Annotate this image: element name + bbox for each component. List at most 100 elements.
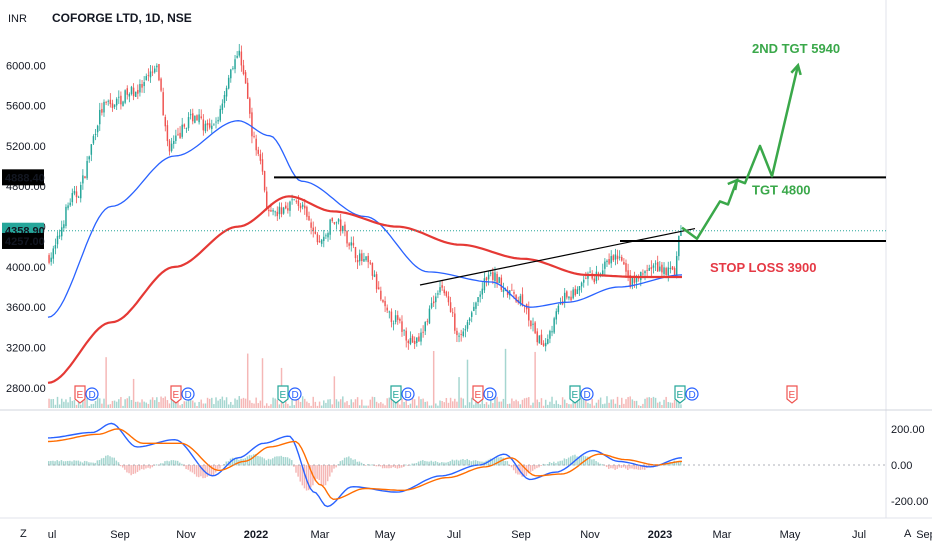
candle-body xyxy=(612,255,615,261)
volume-bar xyxy=(604,403,606,408)
macd-histogram-bar xyxy=(301,465,304,486)
volume-bar xyxy=(261,358,264,408)
macd-histogram-bar xyxy=(272,458,274,466)
time-tick-10: Mar xyxy=(713,529,732,541)
candle-body xyxy=(200,116,202,119)
volume-bar xyxy=(629,396,631,408)
candle-body xyxy=(274,211,276,213)
candle-body xyxy=(103,101,105,113)
candle-body xyxy=(386,307,388,311)
candle-body xyxy=(234,59,236,70)
candle-body xyxy=(126,88,128,95)
macd-histogram-bar xyxy=(375,465,378,467)
candle-body xyxy=(382,300,384,302)
macd-histogram-bar xyxy=(320,465,323,485)
macd-histogram-bar xyxy=(390,465,392,469)
candle-body xyxy=(179,132,181,139)
dividend-marker-icon[interactable] xyxy=(580,387,594,401)
candle-body xyxy=(189,114,192,116)
volume-bar xyxy=(625,399,627,408)
earnings-marker-icon[interactable] xyxy=(569,385,581,404)
volume-bar xyxy=(553,403,555,408)
candle-body xyxy=(134,91,137,97)
macd-histogram-bar xyxy=(487,459,490,466)
macd-histogram-bar xyxy=(586,456,589,466)
candle-body xyxy=(557,305,560,313)
candle-body xyxy=(77,196,80,198)
event-marker-label: D xyxy=(584,390,591,401)
macd-histogram-bar xyxy=(119,465,122,467)
dividend-marker-icon[interactable] xyxy=(401,387,415,401)
volume-bar xyxy=(126,398,128,408)
volume-bar xyxy=(511,398,513,408)
macd-histogram-bar xyxy=(438,462,441,466)
volume-bar xyxy=(542,405,545,408)
volume-bar xyxy=(65,399,67,408)
macd-histogram-bar xyxy=(341,460,344,466)
candle-body xyxy=(542,343,545,346)
candle-body xyxy=(105,102,107,103)
candle-body xyxy=(291,199,293,201)
volume-bar xyxy=(115,401,118,408)
earnings-marker-icon[interactable] xyxy=(277,385,289,404)
macd-histogram-bar xyxy=(176,460,179,466)
earnings-marker-icon[interactable] xyxy=(170,385,182,404)
earnings-marker-icon[interactable] xyxy=(472,385,484,404)
candle-body xyxy=(464,329,467,331)
trendline[interactable] xyxy=(419,227,696,286)
volume-bar xyxy=(177,398,179,408)
candle-body xyxy=(500,277,503,290)
event-marker-label: E xyxy=(475,390,482,401)
volume-bar xyxy=(204,403,207,408)
macd-histogram-bar xyxy=(98,459,101,466)
macd-histogram-bar xyxy=(622,465,625,468)
candle-body xyxy=(578,286,581,291)
macd-histogram-bar xyxy=(164,461,166,466)
volume-bar xyxy=(206,397,209,408)
volume-bar xyxy=(60,398,63,408)
macd-histogram-bar xyxy=(673,460,676,466)
candle-body xyxy=(141,84,143,88)
volume-bar xyxy=(659,401,661,408)
time-tick-6: Jul xyxy=(447,529,461,541)
dividend-marker-icon[interactable] xyxy=(288,387,302,401)
macd-histogram-bar xyxy=(217,465,219,470)
macd-histogram-bar xyxy=(307,465,310,491)
volume-bar xyxy=(673,399,676,408)
macd-histogram-bar xyxy=(360,462,363,466)
candle-body xyxy=(604,261,606,269)
earnings-marker-icon[interactable] xyxy=(390,385,402,404)
auto-scale-icon[interactable]: A xyxy=(904,528,912,540)
candle-body xyxy=(145,76,148,81)
volume-bar xyxy=(173,397,175,408)
volume-bar xyxy=(198,401,200,408)
candle-body xyxy=(589,271,591,273)
dividend-marker-icon[interactable] xyxy=(483,387,497,401)
volume-bar xyxy=(164,396,167,408)
dividend-marker-icon[interactable] xyxy=(85,387,99,401)
macd-histogram-bar xyxy=(195,465,198,477)
earnings-marker-icon[interactable] xyxy=(74,385,86,404)
zoom-icon[interactable]: Z xyxy=(20,528,27,540)
candle-body xyxy=(481,288,484,295)
volume-bar xyxy=(397,400,399,408)
dividend-marker-icon[interactable] xyxy=(685,387,699,401)
volume-bar xyxy=(470,397,473,408)
volume-bar xyxy=(310,405,312,408)
candle-body xyxy=(447,296,450,303)
earnings-marker-icon[interactable] xyxy=(674,385,686,404)
volume-bar xyxy=(54,404,57,408)
volume-bar xyxy=(84,399,86,408)
earnings-marker-icon[interactable] xyxy=(786,385,798,404)
macd-histogram-bar xyxy=(83,460,86,466)
volume-bar xyxy=(118,399,120,408)
candle-body xyxy=(331,217,333,222)
candle-body xyxy=(183,124,186,127)
macd-histogram-bar xyxy=(288,458,291,466)
volume-bar xyxy=(377,403,380,408)
macd-histogram-bar xyxy=(455,459,458,466)
candle-body xyxy=(473,306,475,312)
candle-body xyxy=(265,191,268,209)
macd-histogram-bar xyxy=(460,459,462,466)
dividend-marker-icon[interactable] xyxy=(181,387,195,401)
